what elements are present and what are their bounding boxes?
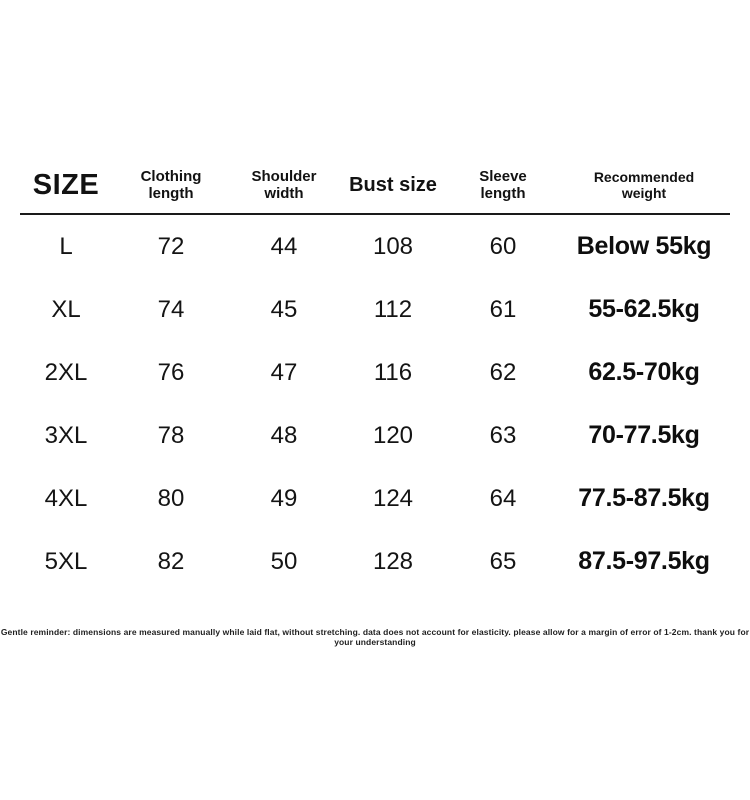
shoulder-width-cell: 50	[270, 547, 298, 575]
recommended-weight-cell: 87.5-97.5kg	[578, 547, 710, 575]
size-cell: 3XL	[44, 421, 88, 449]
sleeve-length-cell: 60	[489, 232, 517, 260]
clothing-length-cell: 76	[157, 358, 185, 386]
shoulder-width-cell: 48	[270, 421, 298, 449]
bust-size-cell: 108	[372, 232, 414, 260]
recommended-weight-cell: Below 55kg	[576, 232, 712, 260]
sleeve-length-cell: 61	[489, 295, 517, 323]
clothing-length-cell: 82	[157, 547, 185, 575]
recommended-weight-cell: 62.5-70kg	[588, 358, 700, 386]
header-shoulder-width-line2: width	[264, 184, 304, 202]
header-bust-size: Bust size	[349, 174, 437, 197]
size-cell: XL	[51, 295, 81, 323]
header-shoulder-width-line1: Shoulder	[251, 167, 317, 185]
header-recommended-weight-line2: weight	[621, 184, 667, 201]
header-clothing-length-line2: length	[148, 184, 194, 202]
recommended-weight-cell: 70-77.5kg	[588, 421, 700, 449]
bust-size-cell: 116	[373, 358, 413, 386]
table-row: 2XL 76 47 116 62 62.5-70kg	[20, 341, 730, 404]
header-recommended-weight-line1: Recommended	[593, 168, 695, 185]
header-size: SIZE	[32, 169, 100, 201]
size-chart-table: SIZE Clothing length Shoulder width Bust…	[20, 158, 730, 593]
table-row: 4XL 80 49 124 64 77.5-87.5kg	[20, 467, 730, 530]
size-cell: 2XL	[44, 358, 88, 386]
header-sleeve-length: Sleeve length	[448, 167, 558, 203]
bust-size-cell: 128	[372, 547, 414, 575]
sleeve-length-cell: 64	[489, 484, 517, 512]
clothing-length-cell: 72	[157, 232, 185, 260]
clothing-length-cell: 78	[157, 421, 185, 449]
sleeve-length-cell: 63	[489, 421, 517, 449]
bust-size-cell: 120	[372, 421, 414, 449]
header-clothing-length-line1: Clothing	[140, 167, 202, 185]
bust-size-cell: 112	[373, 295, 413, 323]
table-row: L 72 44 108 60 Below 55kg	[20, 215, 730, 278]
table-row: 3XL 78 48 120 63 70-77.5kg	[20, 404, 730, 467]
size-cell: 5XL	[44, 547, 88, 575]
size-cell: 4XL	[44, 484, 88, 512]
clothing-length-cell: 80	[157, 484, 185, 512]
header-clothing-length: Clothing length	[112, 167, 230, 203]
header-sleeve-length-line1: Sleeve	[479, 167, 527, 185]
shoulder-width-cell: 44	[270, 232, 298, 260]
bust-size-cell: 124	[372, 484, 414, 512]
table-row: XL 74 45 112 61 55-62.5kg	[20, 278, 730, 341]
size-cell: L	[59, 232, 73, 260]
sleeve-length-cell: 65	[489, 547, 517, 575]
header-recommended-weight: Recommended weight	[558, 168, 730, 201]
shoulder-width-cell: 49	[270, 484, 298, 512]
table-row: 5XL 82 50 128 65 87.5-97.5kg	[20, 530, 730, 593]
clothing-length-cell: 74	[157, 295, 185, 323]
shoulder-width-cell: 47	[270, 358, 298, 386]
header-shoulder-width: Shoulder width	[230, 167, 338, 203]
recommended-weight-cell: 55-62.5kg	[588, 295, 700, 323]
table-header-row: SIZE Clothing length Shoulder width Bust…	[20, 158, 730, 215]
shoulder-width-cell: 45	[270, 295, 298, 323]
header-sleeve-length-line2: length	[480, 184, 526, 202]
recommended-weight-cell: 77.5-87.5kg	[578, 484, 710, 512]
gentle-reminder-note: Gentle reminder: dimensions are measured…	[0, 627, 750, 647]
sleeve-length-cell: 62	[489, 358, 517, 386]
